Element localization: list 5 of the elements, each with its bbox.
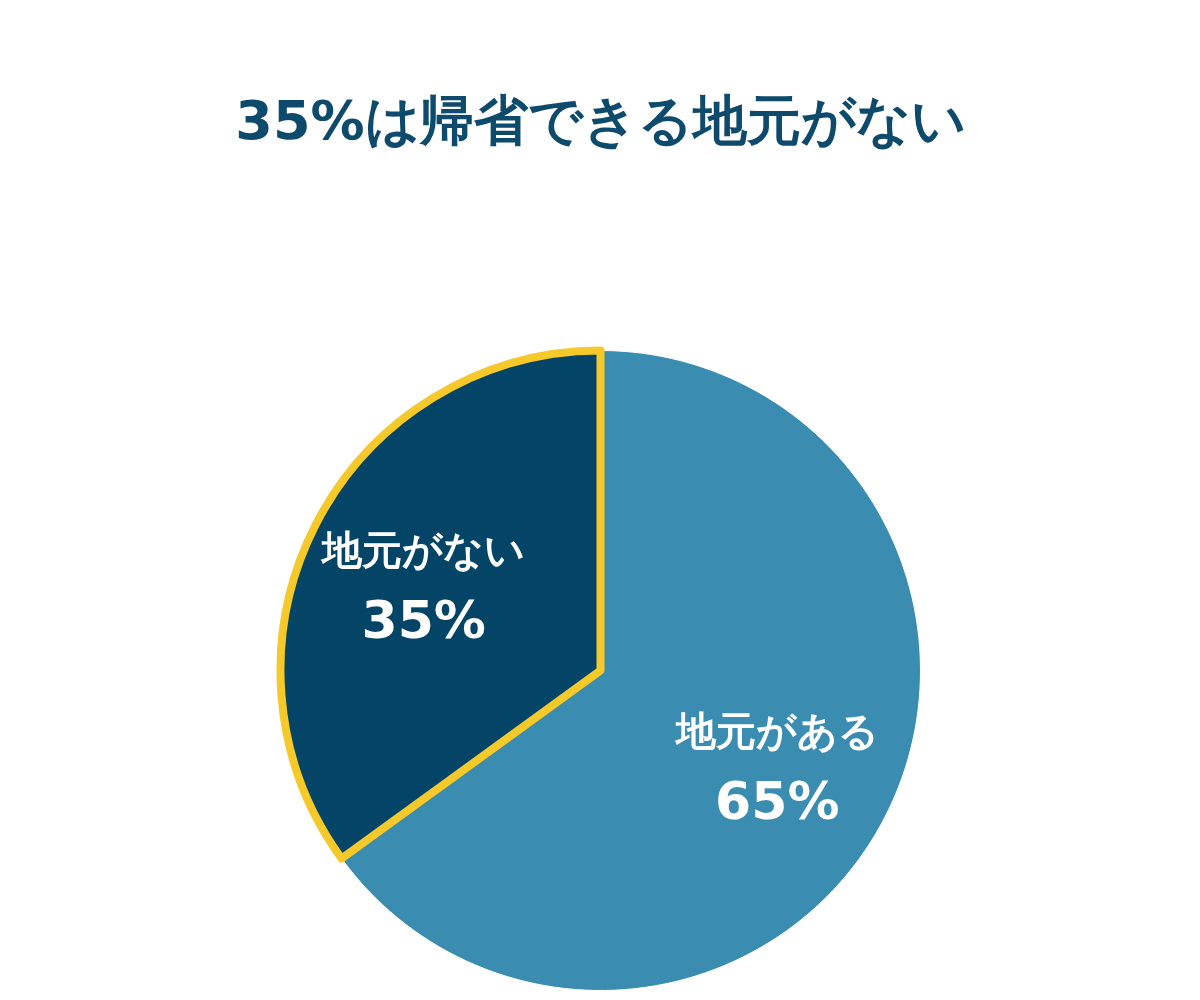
chart-title: 35%は帰省できる地元がない bbox=[235, 89, 966, 152]
slice-label: 地元がない bbox=[320, 527, 526, 574]
data-label: 65% bbox=[715, 770, 840, 831]
data-label: 35% bbox=[361, 590, 486, 651]
slice-label: 地元がある bbox=[673, 707, 879, 754]
